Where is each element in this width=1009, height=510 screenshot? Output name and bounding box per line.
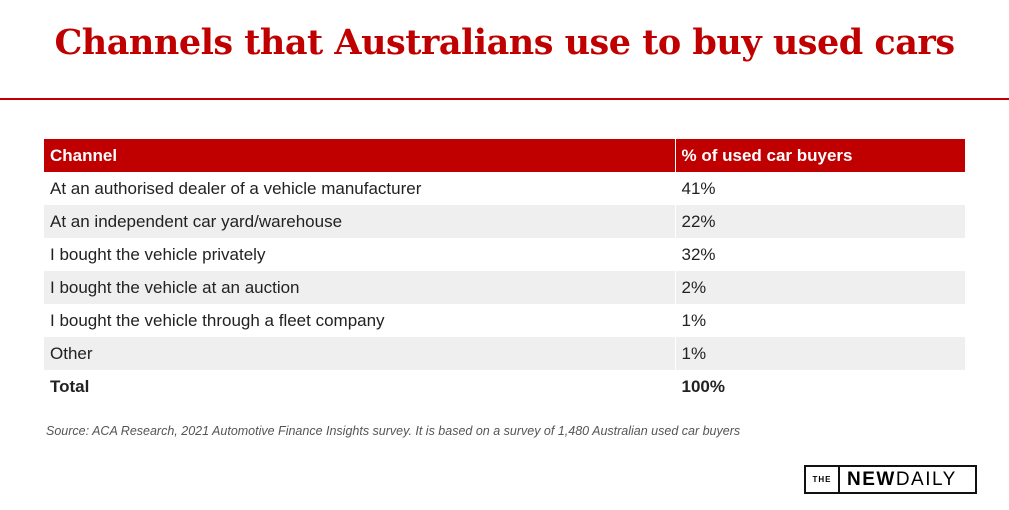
table-row: At an independent car yard/warehouse 22% <box>44 205 965 238</box>
percent-cell: 2% <box>674 271 965 304</box>
logo-new: NEW <box>847 468 896 490</box>
column-header: % of used car buyers <box>674 139 965 172</box>
percent-cell: 100% <box>674 370 965 403</box>
page-title: Channels that Australians use to buy use… <box>54 22 955 63</box>
table-row-total: Total 100% <box>44 370 965 403</box>
percent-cell: 22% <box>674 205 965 238</box>
table-header: Channel % of used car buyers <box>44 139 965 172</box>
channel-cell: I bought the vehicle at an auction <box>44 271 675 304</box>
column-header: Channel <box>44 139 675 172</box>
percent-cell: 1% <box>674 304 965 337</box>
table-row: At an authorised dealer of a vehicle man… <box>44 172 965 205</box>
divider <box>0 98 1009 100</box>
percent-cell: 41% <box>674 172 965 205</box>
channel-cell: Other <box>44 337 675 370</box>
logo: THE NEWDAILY <box>804 465 977 494</box>
table-row: I bought the vehicle privately 32% <box>44 238 965 271</box>
table-row: Other 1% <box>44 337 965 370</box>
logo-the: THE <box>806 467 840 492</box>
percent-cell: 32% <box>674 238 965 271</box>
channel-cell: At an authorised dealer of a vehicle man… <box>50 178 422 198</box>
channel-cell: At an independent car yard/warehouse <box>44 205 675 238</box>
channel-cell: I bought the vehicle through a fleet com… <box>50 310 385 330</box>
logo-daily: DAILY <box>895 468 957 490</box>
source-note: Source: ACA Research, 2021 Automotive Fi… <box>46 424 741 438</box>
data-table: Channel % of used car buyers At an autho… <box>44 139 965 403</box>
channel-cell: Total <box>50 376 90 396</box>
table-row: I bought the vehicle through a fleet com… <box>44 304 965 337</box>
table-row: I bought the vehicle at an auction 2% <box>44 271 965 304</box>
percent-cell: 1% <box>674 337 965 370</box>
channel-cell: I bought the vehicle privately <box>50 244 266 264</box>
